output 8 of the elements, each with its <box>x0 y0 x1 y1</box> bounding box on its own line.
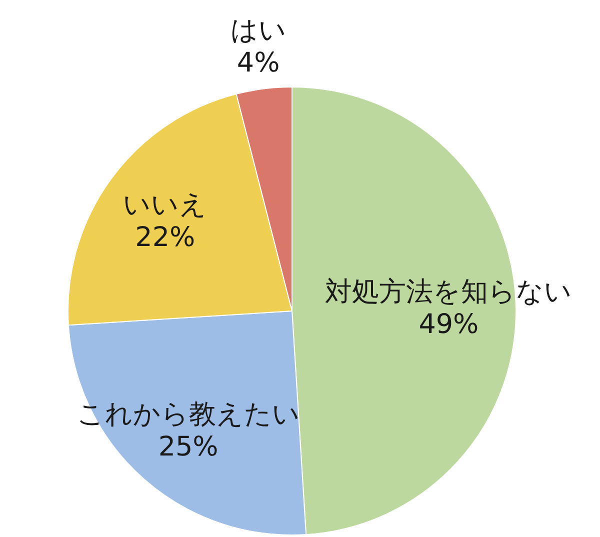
slice-label: はい <box>230 14 286 46</box>
data-label: 25% <box>158 432 218 463</box>
slice-label: 対処方法を知らない <box>325 276 572 308</box>
data-label: 22% <box>135 222 196 253</box>
data-label: 49% <box>418 309 479 340</box>
data-label: 4% <box>236 47 280 78</box>
slice-label: これから教えたい <box>76 399 300 430</box>
slice-label: いいえ <box>123 189 208 220</box>
